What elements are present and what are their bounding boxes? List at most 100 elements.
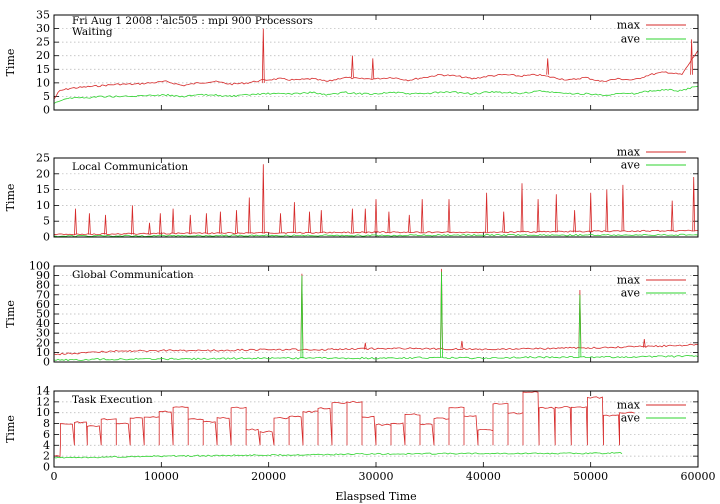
y-tick-label: 50 bbox=[36, 308, 50, 321]
x-tick-label: 0 bbox=[51, 470, 58, 483]
spike-max bbox=[407, 214, 411, 233]
spike-max bbox=[642, 338, 646, 348]
series-line-max bbox=[53, 391, 635, 458]
spike-max bbox=[279, 213, 282, 233]
y-tick-label: 0 bbox=[43, 461, 50, 474]
spike-max bbox=[520, 183, 524, 233]
panel-frame bbox=[53, 390, 699, 468]
x-tick-label: 60000 bbox=[681, 470, 716, 483]
spike-max bbox=[351, 55, 354, 78]
y-axis-label: Time bbox=[4, 184, 17, 212]
series-line-max bbox=[53, 50, 699, 100]
panel-label: Global Communication bbox=[72, 269, 194, 281]
y-tick-label: 8 bbox=[43, 417, 50, 430]
y-tick-label: 0 bbox=[43, 356, 50, 369]
spike-max bbox=[88, 213, 91, 235]
x-tick-label: 40000 bbox=[466, 470, 501, 483]
spike-max bbox=[374, 199, 378, 233]
y-tick-label: 14 bbox=[36, 385, 50, 398]
spike-max bbox=[104, 214, 107, 235]
spike-max bbox=[546, 58, 550, 75]
spike-max bbox=[690, 39, 693, 75]
series-line-ave bbox=[53, 233, 699, 238]
x-tick-label: 30000 bbox=[359, 470, 394, 483]
y-axis-label: Time bbox=[4, 300, 17, 328]
y-axis-label: Time bbox=[4, 415, 17, 443]
y-tick-label: 70 bbox=[36, 288, 50, 301]
spike-max bbox=[171, 208, 175, 234]
y-tick-label: 2 bbox=[43, 450, 50, 463]
spike-max bbox=[605, 189, 609, 232]
panel-label: Local Communication bbox=[72, 161, 188, 173]
figure-title: Fri Aug 1 2008 : alc505 : mpi 900 Proces… bbox=[72, 15, 313, 27]
spike-max bbox=[363, 208, 367, 233]
spike-max bbox=[247, 197, 251, 234]
spike-max bbox=[131, 205, 134, 235]
spike-max bbox=[308, 211, 311, 233]
spike-max bbox=[573, 210, 576, 233]
spike-max bbox=[692, 176, 696, 232]
y-tick-label: 90 bbox=[36, 269, 50, 282]
y-axis-label: Time bbox=[4, 49, 17, 77]
spike-max bbox=[261, 28, 265, 83]
y-tick-label: 15 bbox=[36, 63, 50, 76]
y-tick-label: 0 bbox=[43, 104, 50, 117]
y-tick-label: 80 bbox=[36, 279, 50, 292]
y-tick-label: 6 bbox=[43, 428, 50, 441]
spike-ave bbox=[578, 294, 582, 358]
y-tick-label: 15 bbox=[36, 183, 50, 196]
y-tick-label: 20 bbox=[36, 167, 50, 180]
panel-frame bbox=[53, 265, 699, 363]
x-tick-label: 10000 bbox=[144, 470, 179, 483]
y-tick-label: 10 bbox=[36, 199, 50, 212]
y-tick-label: 10 bbox=[36, 406, 50, 419]
y-tick-label: 5 bbox=[43, 215, 50, 228]
y-tick-label: 60 bbox=[36, 298, 50, 311]
spike-max bbox=[293, 202, 296, 233]
spike-max bbox=[460, 340, 464, 349]
y-tick-label: 5 bbox=[43, 90, 50, 103]
spike-max bbox=[188, 214, 192, 234]
series-line-max bbox=[53, 343, 699, 356]
spike-max bbox=[420, 199, 424, 233]
spike-max bbox=[219, 211, 222, 234]
spike-max bbox=[670, 200, 674, 232]
spike-max bbox=[363, 342, 367, 350]
y-tick-label: 30 bbox=[36, 22, 50, 35]
legend-label-ave: ave bbox=[621, 287, 640, 300]
spike-ave bbox=[440, 271, 443, 358]
x-axis-label: Elaspsed Time bbox=[335, 490, 416, 503]
spike-max bbox=[447, 199, 451, 233]
legend-label-ave: ave bbox=[621, 412, 640, 425]
spike-max bbox=[74, 208, 77, 235]
y-tick-label: 10 bbox=[36, 76, 50, 89]
legend-label-max: max bbox=[617, 19, 641, 32]
spike-max bbox=[205, 213, 208, 234]
legend-label-ave: ave bbox=[621, 159, 640, 172]
panel-label: Waiting bbox=[72, 26, 113, 38]
spike-ave bbox=[300, 275, 304, 359]
series-line-ave bbox=[53, 85, 699, 104]
y-tick-label: 10 bbox=[36, 346, 50, 359]
y-tick-label: 30 bbox=[36, 327, 50, 340]
spike-max bbox=[589, 192, 593, 233]
y-tick-label: 35 bbox=[36, 9, 50, 22]
y-tick-label: 4 bbox=[43, 439, 50, 452]
legend-label-ave: ave bbox=[621, 33, 640, 46]
legend-label-max: max bbox=[617, 274, 641, 287]
legend-label-max: max bbox=[617, 146, 641, 159]
y-tick-label: 0 bbox=[43, 231, 50, 244]
spike-max bbox=[485, 192, 488, 233]
y-tick-label: 25 bbox=[36, 152, 50, 165]
spike-max bbox=[351, 208, 354, 233]
y-tick-label: 20 bbox=[36, 49, 50, 62]
y-tick-label: 100 bbox=[29, 260, 50, 273]
chart-panels: 05101520253035TimeWaitingmaxave051015202… bbox=[4, 9, 716, 484]
panel-frame bbox=[53, 157, 699, 238]
legend-label-max: max bbox=[617, 399, 641, 412]
spike-max bbox=[387, 211, 391, 233]
